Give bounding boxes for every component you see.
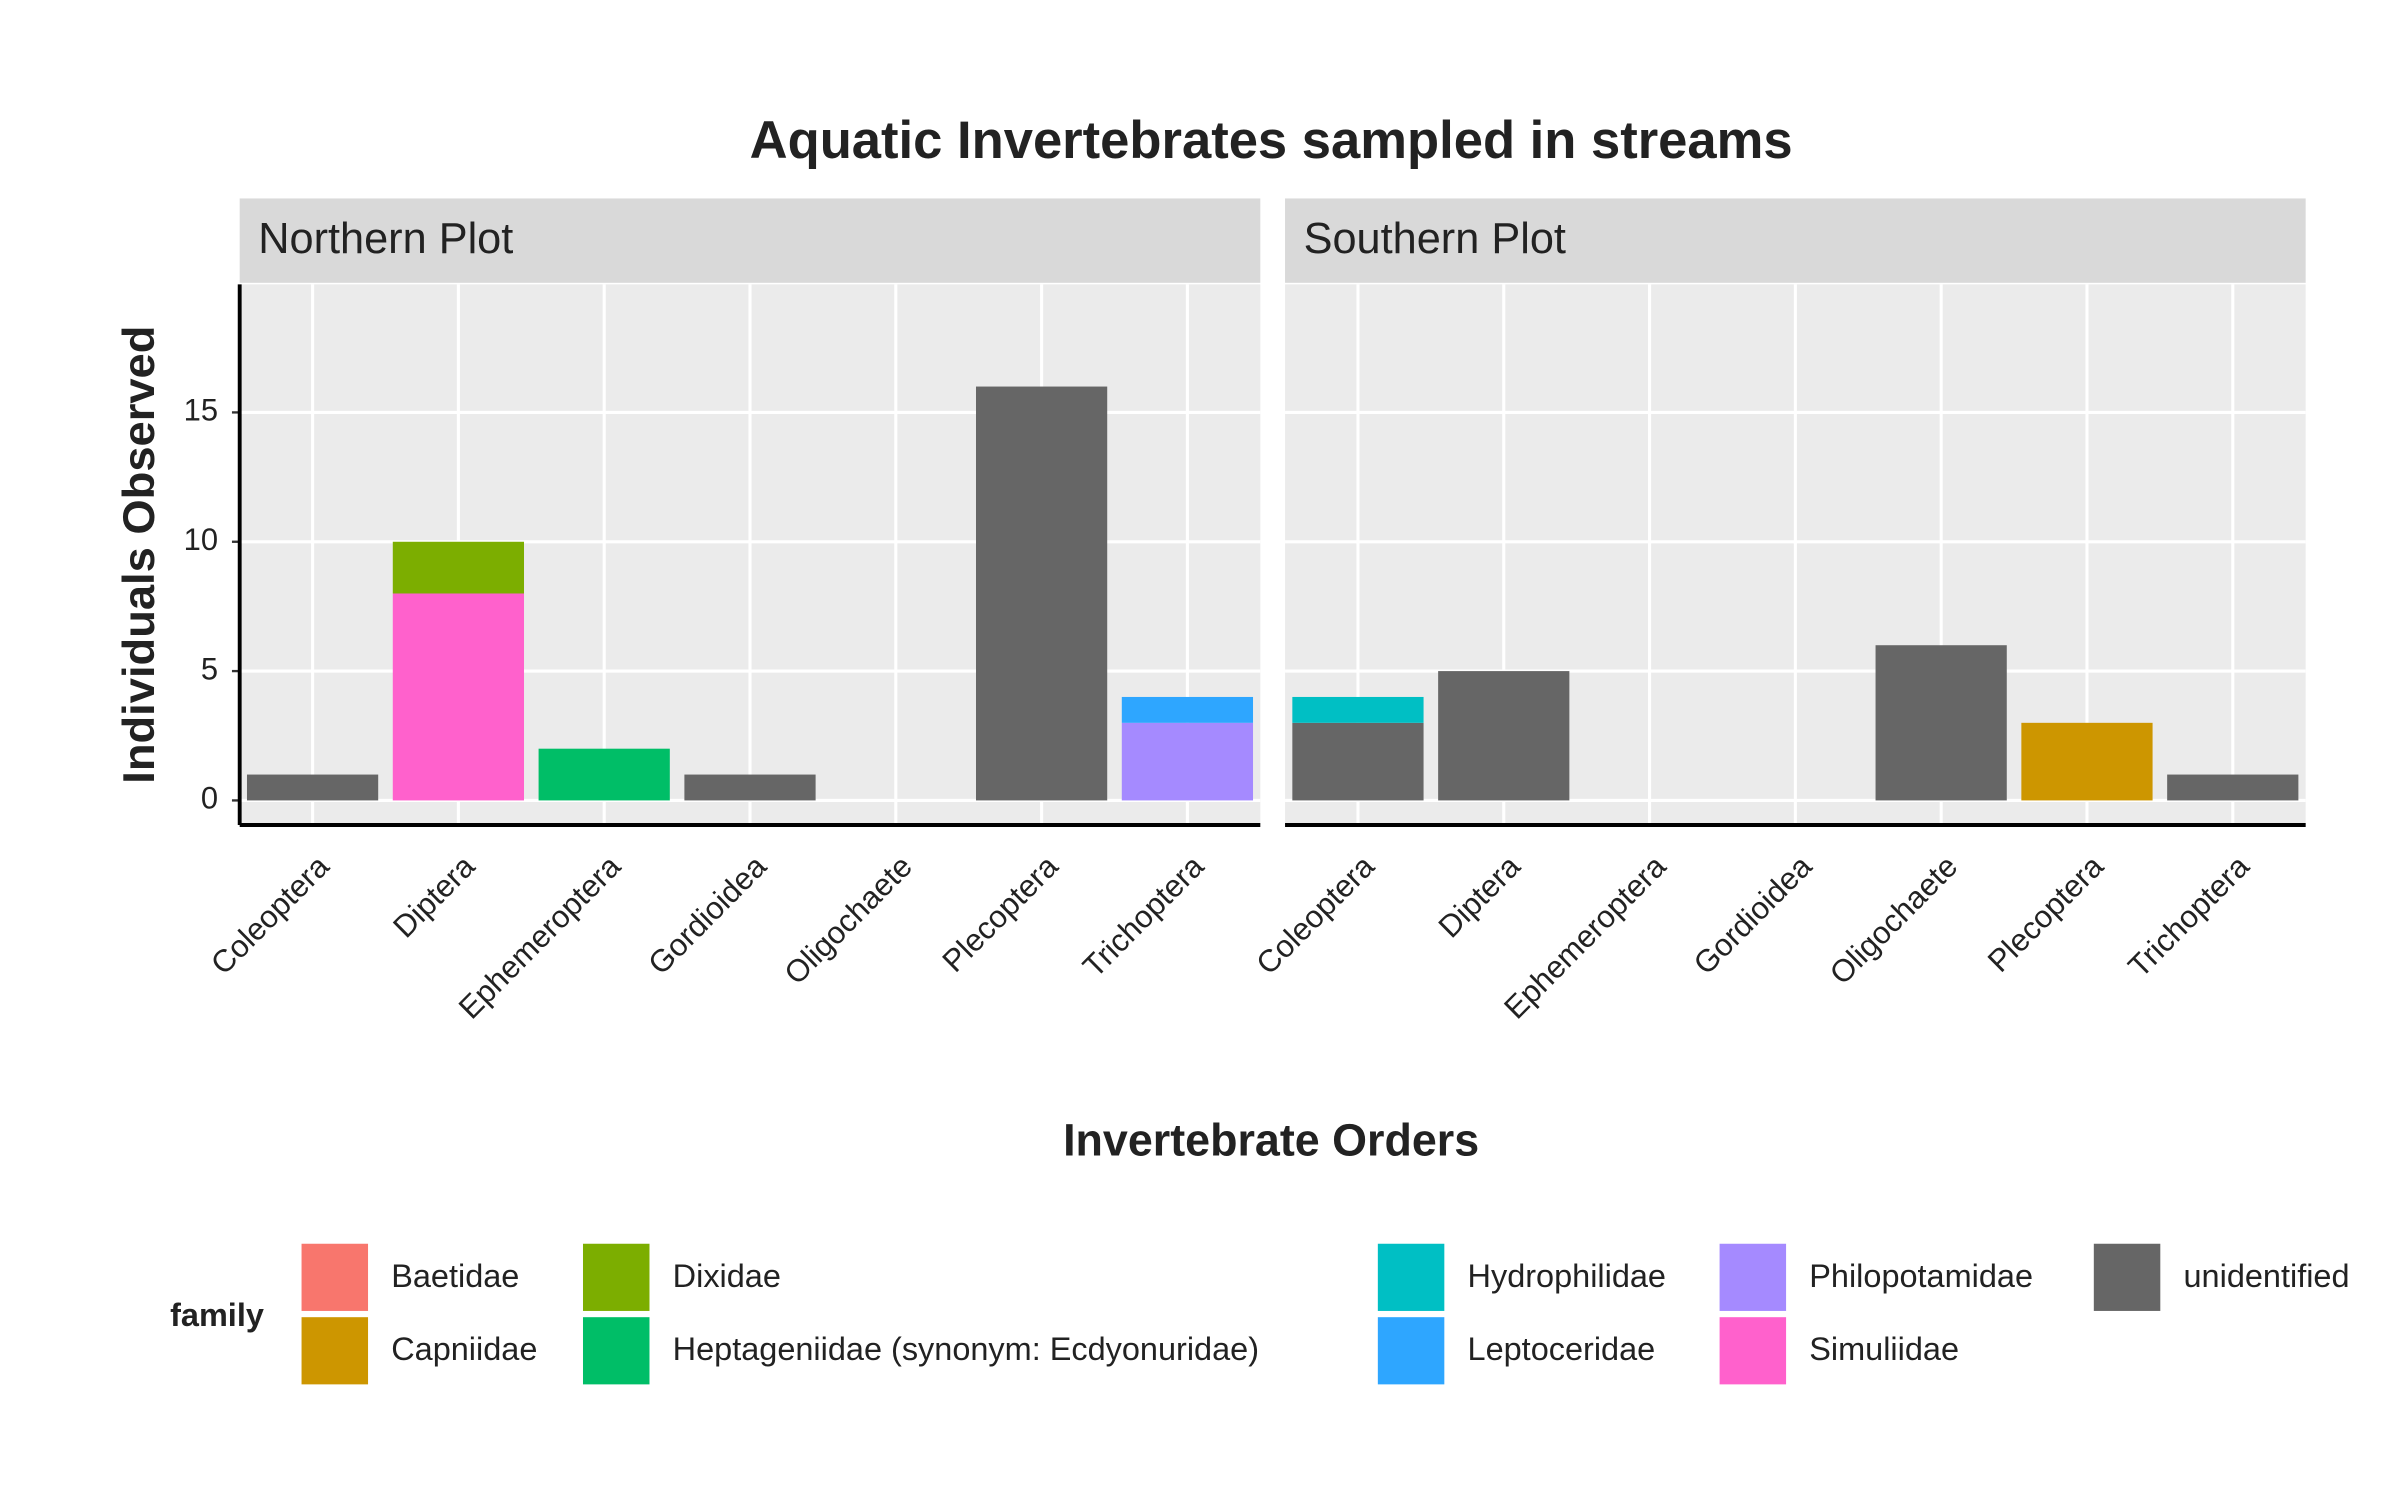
bar-segment [538, 748, 670, 801]
bar-segment [1875, 645, 2007, 801]
bar-segment [1121, 696, 1254, 723]
x-tick-label: Diptera [1432, 848, 1528, 945]
legend-label: Leptoceridae [1468, 1330, 1656, 1367]
bar-segment [1292, 722, 1424, 801]
x-tick-label: Gordioidea [1687, 848, 1819, 981]
bar-segment [392, 593, 525, 801]
legend-key [1377, 1317, 1445, 1385]
legend-label: Baetidae [391, 1257, 519, 1294]
x-tick-label: Gordioidea [641, 848, 773, 981]
y-tick-label: 10 [184, 522, 218, 557]
y-tick-label: 0 [201, 781, 218, 816]
legend-label: unidentified [2184, 1257, 2350, 1294]
facet-label: Northern Plot [258, 215, 513, 263]
legend-key [582, 1317, 650, 1385]
legend-title: family [170, 1296, 264, 1333]
x-tick-label: Coleoptera [1249, 848, 1381, 981]
legend-label: Dixidae [673, 1257, 781, 1294]
x-tick-label: Diptera [386, 848, 482, 945]
bar-segment [1438, 671, 1570, 801]
x-tick-label: Coleoptera [204, 848, 336, 981]
legend-key [2093, 1243, 2161, 1311]
x-tick-label: Trichoptera [1076, 848, 1211, 984]
y-tick-label: 15 [184, 393, 218, 428]
legend-key [1377, 1243, 1445, 1311]
x-tick-label: Oligochaete [778, 848, 919, 991]
x-tick-label: Trichoptera [2121, 848, 2256, 984]
bar-segment [392, 541, 525, 594]
legend-label: Capniidae [391, 1330, 537, 1367]
bar-segment [975, 386, 1108, 801]
legend-label: Simuliidae [1809, 1330, 1959, 1367]
x-tick-label: Oligochaete [1823, 848, 1964, 991]
bar-segment [2021, 722, 2153, 801]
facet-strip [239, 198, 1261, 283]
legend-label: Philopotamidae [1809, 1257, 2033, 1294]
legend-key [301, 1317, 369, 1385]
bar-segment [1121, 722, 1254, 801]
legend-label: Heptageniidae (synonym: Ecdyonuridae) [673, 1330, 1259, 1367]
bar-segment [1292, 696, 1424, 723]
bar-segment [246, 774, 379, 801]
y-axis-label: Individuals Observed [113, 326, 164, 784]
legend-key [1719, 1317, 1787, 1385]
legend-label: Hydrophilidae [1468, 1257, 1666, 1294]
x-tick-label: Plecoptera [936, 848, 1066, 979]
facet-label: Southern Plot [1304, 215, 1566, 263]
bar-segment [684, 774, 816, 801]
y-tick-label: 5 [201, 651, 218, 686]
legend-key [582, 1243, 650, 1311]
bar-segment [2167, 774, 2299, 801]
x-tick-label: Plecoptera [1981, 848, 2111, 979]
x-axis-label: Invertebrate Orders [1063, 1115, 1479, 1166]
facet-strip [1285, 198, 2306, 283]
legend-key [301, 1243, 369, 1311]
chart-title: Aquatic Invertebrates sampled in streams [750, 111, 1793, 170]
legend-key [1719, 1243, 1787, 1311]
